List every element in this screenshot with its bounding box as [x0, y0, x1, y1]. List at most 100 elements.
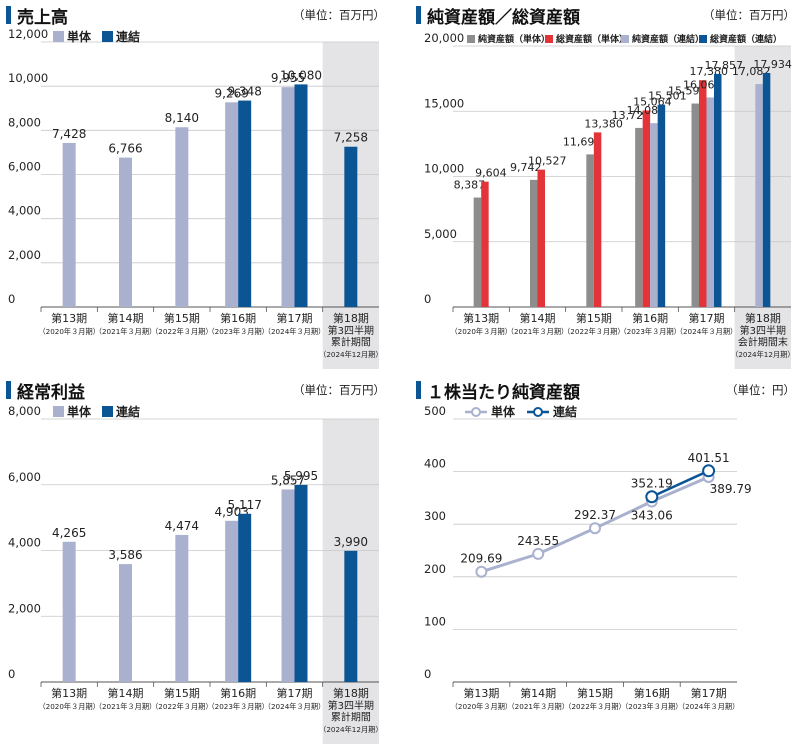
data-value-label: 209.69: [460, 552, 502, 566]
bar: [281, 489, 295, 682]
x-category-sublabel: 第3四半期: [328, 699, 374, 712]
legend-label: 総資産額（連結）: [710, 33, 782, 45]
bar-value-label: 9,742: [510, 161, 542, 174]
x-category-label: 第17期: [277, 311, 313, 325]
x-category-label: 第13期: [463, 686, 499, 700]
bar: [635, 127, 643, 307]
x-category-label: 第18期: [333, 686, 369, 700]
x-category-sublabel: （2022年３月期）: [563, 327, 624, 336]
bar: [294, 484, 308, 682]
x-category-sublabel: （2024年３月期）: [678, 702, 739, 711]
legend-label: 連結: [116, 404, 140, 419]
bar: [537, 169, 545, 307]
legend-label: 純資産額（連結）: [632, 33, 704, 45]
x-category-sublabel: （2023年３月期）: [619, 327, 680, 336]
y-tick-label: 2,000: [8, 601, 41, 615]
bar: [225, 102, 239, 307]
sales-chart-header: 売上高 （単位：百万円）: [0, 0, 385, 28]
x-category-sublabel: （2024年12月期）: [319, 350, 382, 359]
legend-label: 単体: [67, 29, 92, 44]
x-category-label: 第15期: [164, 686, 200, 700]
y-tick-label: 400: [424, 457, 446, 471]
bar: [344, 550, 358, 682]
y-tick-label: 4,000: [8, 204, 41, 218]
x-category-sublabel: （2021年３月期）: [95, 702, 156, 711]
y-tick-label: 0: [8, 667, 15, 681]
legend-label: 純資産額（単体）: [478, 33, 550, 45]
y-tick-label: 5,000: [424, 227, 457, 241]
bar: [294, 84, 308, 308]
bar-value-label: 3,990: [334, 535, 368, 549]
bar: [650, 123, 658, 308]
ordinary-chart-header: 経常利益 （単位：百万円）: [0, 375, 385, 403]
bar-value-label: 17,857: [705, 59, 744, 72]
y-tick-label: 10,000: [424, 162, 464, 176]
bar-value-label: 15,591: [668, 85, 707, 98]
bar-value-label: 9,604: [475, 167, 507, 180]
data-point-marker: [475, 565, 488, 578]
bar: [238, 100, 252, 307]
legend-label: 連結: [116, 29, 140, 44]
title-marker: [416, 381, 421, 399]
x-category-sublabel: （2024年３月期）: [264, 327, 325, 336]
x-category-label: 第17期: [277, 686, 313, 700]
y-tick-label: 0: [424, 292, 431, 306]
data-value-label: 292.37: [574, 508, 616, 522]
x-category-sublabel: 会計期間末: [738, 336, 788, 349]
legend-marker: [471, 407, 481, 417]
bar-value-label: 13,380: [584, 117, 623, 130]
bar: [714, 73, 722, 307]
x-category-label: 第18期: [333, 311, 369, 325]
x-category-label: 第13期: [463, 311, 499, 325]
sales-chart-panel: 売上高 （単位：百万円） 12,000 10,000 8,000 6,000 4,000…: [0, 0, 390, 370]
consolidated-series-line: [651, 469, 710, 498]
y-tick-label: 8,000: [8, 404, 41, 418]
data-value-label: 401.51: [688, 451, 730, 465]
legend-swatch: [102, 406, 113, 417]
data-point-marker: [702, 464, 716, 478]
bar-value-label: 5,117: [227, 498, 261, 512]
x-category-label: 第15期: [164, 311, 200, 325]
legend-swatch: [699, 35, 707, 43]
y-tick-label: 12,000: [8, 27, 48, 41]
x-category-sublabel: 累計期間: [331, 711, 371, 724]
x-category-label: 第13期: [51, 686, 87, 700]
bar-value-label: 10,527: [528, 155, 567, 168]
x-category-label: 第14期: [520, 686, 556, 700]
bar-value-label: 9,348: [227, 85, 261, 99]
y-tick-label: 0: [424, 667, 431, 681]
assets-chart-panel: 純資産額／総資産額 （単位：百万円） 20,000 15,000 10,000 5,0…: [410, 0, 800, 370]
bar: [175, 534, 189, 682]
sales-chart-title: 売上高: [17, 8, 68, 28]
x-category-sublabel: （2023年３月期）: [207, 702, 268, 711]
x-category-label: 第14期: [520, 311, 556, 325]
x-category-label: 第17期: [689, 311, 725, 325]
bar-value-label: 7,428: [52, 127, 86, 141]
x-category-label: 第13期: [51, 311, 87, 325]
x-category-sublabel: （2021年３月期）: [507, 327, 568, 336]
bar: [238, 513, 252, 682]
data-value-label: 389.79: [710, 482, 752, 496]
x-category-label: 第14期: [108, 311, 144, 325]
legend-label: 総資産額（単体）: [556, 33, 628, 45]
ordinary-chart-unit: （単位：百万円）: [293, 383, 385, 397]
title-marker: [416, 6, 421, 24]
data-value-label: 343.06: [631, 509, 673, 523]
ordinary-bar-chart: 8,000 6,000 4,000 2,000 0 第13期 （2020年３月期） 第14期 （…: [8, 404, 383, 744]
bar: [657, 104, 666, 308]
x-category-sublabel: （2022年３月期）: [151, 702, 212, 711]
legend-label: 連結: [553, 404, 577, 419]
y-tick-label: 6,000: [8, 470, 41, 484]
bar-value-label: 9,269: [214, 86, 248, 100]
bar-value-label: 7,258: [334, 131, 368, 145]
bar: [119, 157, 132, 307]
bar: [762, 72, 771, 307]
y-tick-label: 100: [424, 614, 446, 628]
bar-value-label: 9,955: [271, 71, 305, 85]
x-category-sublabel: （2022年３月期）: [564, 702, 625, 711]
assets-chart-title: 純資産額／総資産額: [427, 8, 580, 28]
legend-swatch: [467, 35, 475, 43]
bar: [691, 103, 699, 308]
x-category-label: 第14期: [108, 686, 144, 700]
bar: [281, 87, 295, 307]
